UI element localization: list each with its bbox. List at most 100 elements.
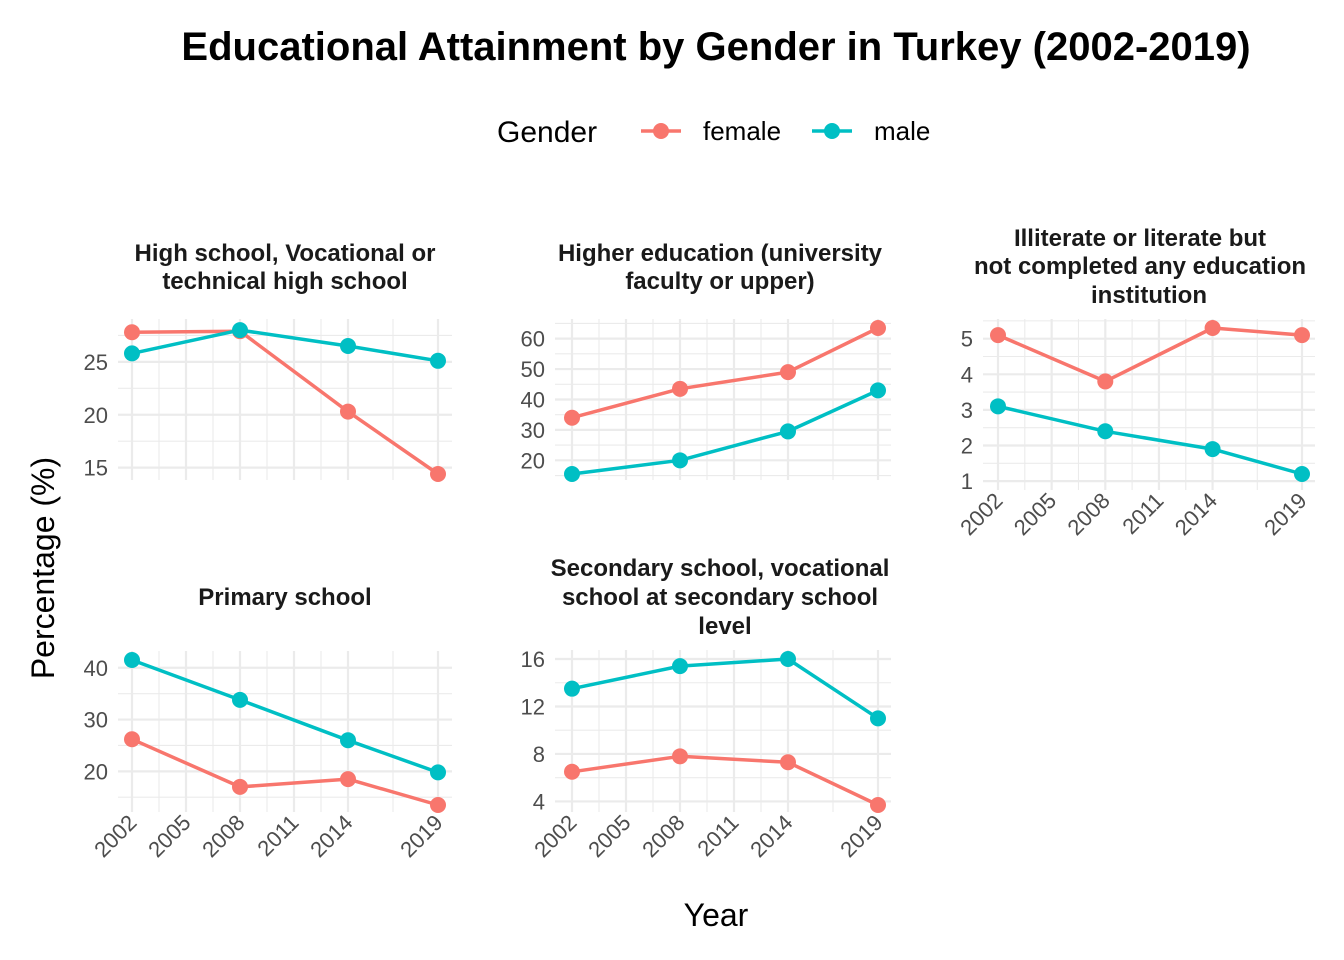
strip-label: Higher education (university — [558, 240, 883, 267]
legend-key-point-male — [824, 123, 840, 139]
data-point-female — [340, 771, 356, 788]
data-point-female — [672, 748, 688, 765]
grid — [118, 319, 452, 480]
data-point-female — [1204, 320, 1221, 336]
legend-label-male: male — [874, 116, 930, 146]
strip-label: High school, Vocational or — [135, 240, 436, 267]
strip-label: Primary school — [198, 584, 371, 611]
data-point-male — [124, 652, 140, 668]
data-point-male — [564, 466, 580, 482]
y-tick-label: 40 — [521, 387, 545, 412]
x-tick-label: 2014 — [1170, 488, 1222, 540]
data-point-male — [990, 398, 1006, 415]
data-point-male — [870, 710, 886, 727]
y-axis-title: Percentage (%) — [25, 457, 61, 679]
grid — [555, 650, 891, 812]
x-tick-label: 2014 — [745, 810, 797, 862]
panel-high-school: High school, Vocational or technical hig… — [84, 240, 452, 482]
series-line-male — [571, 388, 879, 476]
series-line-male — [131, 658, 439, 775]
legend: Gender female male — [497, 116, 930, 149]
y-tick-label: 8 — [533, 742, 545, 767]
data-point-male — [232, 691, 248, 708]
y-tick-label: 4 — [961, 362, 973, 387]
data-point-female — [124, 731, 140, 748]
data-point-female — [124, 324, 140, 341]
data-point-male — [1097, 423, 1114, 440]
y-tick-label: 30 — [521, 418, 545, 443]
x-tick-label: 2002 — [89, 810, 141, 862]
series-line-female — [571, 326, 879, 420]
x-tick-label: 2005 — [1009, 488, 1061, 540]
x-tick-label: 2019 — [835, 810, 887, 862]
x-tick-label: 2005 — [583, 810, 635, 862]
x-tick-label: 2002 — [955, 488, 1007, 540]
data-point-female — [430, 466, 446, 482]
data-point-male — [340, 732, 356, 749]
x-tick-label: 2008 — [1063, 488, 1115, 540]
y-tick-label: 60 — [521, 327, 545, 352]
data-point-male — [340, 337, 356, 354]
data-point-female — [564, 409, 580, 426]
data-point-male — [672, 452, 688, 469]
x-tick-label: 2011 — [692, 810, 743, 861]
legend-item-female: female — [641, 116, 781, 146]
legend-label-female: female — [703, 116, 781, 146]
y-tick-label: 12 — [521, 694, 545, 719]
x-tick-label: 2008 — [637, 810, 689, 862]
data-point-male — [780, 651, 796, 667]
series-line-female — [131, 329, 439, 476]
data-point-female — [430, 797, 446, 813]
x-tick-label: 2019 — [395, 810, 447, 862]
grid — [555, 319, 891, 480]
y-tick-label: 25 — [84, 350, 108, 375]
data-point-female — [780, 754, 796, 771]
x-tick-label: 2011 — [1117, 488, 1168, 539]
data-point-female — [780, 364, 796, 381]
legend-item-male: male — [812, 116, 930, 146]
strip-label: not completed any education — [974, 253, 1306, 280]
series-line-female — [571, 754, 879, 807]
data-point-male — [430, 764, 446, 781]
data-point-male — [672, 658, 688, 675]
y-tick-label: 20 — [521, 448, 545, 473]
y-tick-label: 5 — [961, 327, 973, 352]
panel-secondary-school: Secondary school, vocational school at s… — [521, 555, 891, 862]
series-line-male — [131, 328, 439, 363]
strip-label: institution — [1091, 282, 1207, 309]
x-tick-label: 2019 — [1259, 488, 1311, 540]
y-tick-label: 20 — [84, 403, 108, 428]
data-point-female — [1097, 373, 1114, 390]
data-point-female — [990, 327, 1006, 344]
x-axis-title: Year — [684, 897, 749, 933]
y-tick-label: 50 — [521, 357, 545, 382]
panel-illiterate: Illiterate or literate but not completed… — [955, 225, 1315, 540]
series-line-female — [131, 737, 439, 807]
y-tick-label: 30 — [84, 708, 108, 733]
strip-label: Illiterate or literate but — [1014, 225, 1266, 252]
series-line-male — [997, 404, 1303, 476]
data-point-female — [870, 320, 886, 336]
data-point-female — [564, 763, 580, 780]
x-tick-label: 2014 — [305, 810, 357, 862]
data-point-female — [672, 380, 688, 397]
data-point-female — [870, 797, 886, 813]
strip-label: faculty or upper) — [625, 268, 814, 295]
x-tick-label: 2008 — [197, 810, 249, 862]
x-tick-label: 2011 — [252, 810, 303, 861]
data-point-male — [430, 352, 446, 369]
x-tick-label: 2005 — [143, 810, 195, 862]
y-tick-label: 40 — [84, 656, 108, 681]
data-point-male — [780, 423, 796, 440]
chart-title: Educational Attainment by Gender in Turk… — [181, 25, 1250, 69]
panel-higher-education: Higher education (university faculty or … — [521, 240, 891, 482]
series-line-female — [997, 326, 1303, 384]
data-point-male — [232, 322, 248, 339]
y-tick-label: 1 — [961, 469, 973, 494]
strip-label: school at secondary school — [562, 584, 878, 611]
data-point-female — [340, 403, 356, 420]
strip-label: technical high school — [162, 268, 407, 295]
y-tick-label: 16 — [521, 647, 545, 672]
y-tick-label: 20 — [84, 759, 108, 784]
